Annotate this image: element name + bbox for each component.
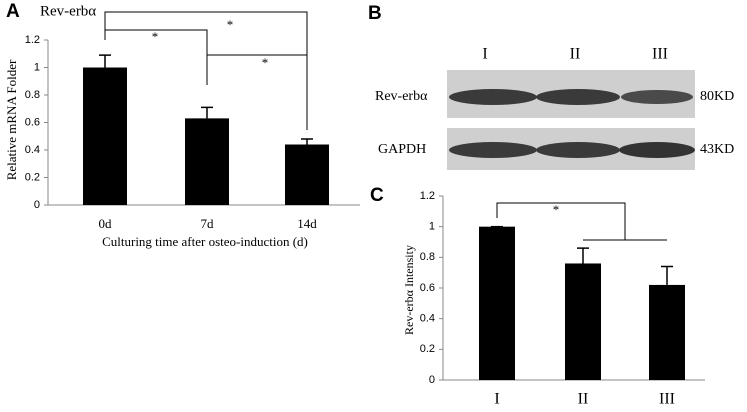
error-bar	[201, 106, 213, 119]
y-tick-label: 0.8	[25, 89, 40, 101]
y-tick-label: 0.6	[420, 282, 435, 294]
significance-label: *	[262, 55, 269, 70]
significance-label: *	[553, 202, 560, 217]
band	[449, 89, 537, 105]
row-label: Rev-erbα	[375, 89, 428, 104]
lane-label: II	[570, 46, 581, 63]
chart-title: Rev-erbα	[40, 3, 96, 19]
error-bar	[99, 54, 111, 68]
band	[621, 90, 693, 104]
size-label: 43KD	[700, 142, 734, 157]
error-bar	[301, 138, 313, 145]
y-tick-label: 1.2	[420, 190, 435, 202]
y-tick-label: 0	[34, 199, 40, 211]
panel-label: C	[370, 185, 384, 206]
panel-label: A	[6, 1, 20, 22]
bar	[83, 67, 127, 205]
x-tick-label: 0d	[99, 216, 113, 231]
x-tick-label: 14d	[297, 216, 317, 231]
y-tick-label: 0.6	[25, 116, 40, 128]
error-bar	[661, 265, 673, 285]
y-tick-label: 0.2	[420, 343, 435, 355]
x-tick-label: I	[494, 391, 499, 408]
x-tick-label: II	[578, 391, 589, 408]
bar	[479, 226, 515, 380]
y-tick-label: 1	[34, 61, 40, 73]
y-tick-label: 0.4	[420, 313, 435, 325]
y-axis-label: Rev-erbα Intensity	[402, 245, 416, 335]
lane-label: I	[482, 46, 487, 63]
y-tick-label: 1.2	[25, 34, 40, 46]
y-tick-label: 0.4	[25, 144, 40, 156]
x-tick-label: 7d	[201, 216, 215, 231]
significance-bracket	[496, 202, 667, 241]
y-tick-label: 0.2	[25, 171, 40, 183]
size-label: 80KD	[700, 89, 734, 104]
x-axis-label: Culturing time after osteo-induction (d)	[102, 234, 308, 249]
y-tick-label: 1	[429, 221, 435, 233]
bar	[565, 263, 601, 380]
significance-label: *	[227, 17, 234, 32]
bar	[185, 118, 229, 205]
lane-label: III	[652, 46, 668, 63]
significance-bracket	[206, 54, 308, 103]
band	[536, 142, 620, 158]
row-label: GAPDH	[378, 142, 426, 157]
band	[536, 89, 620, 105]
y-tick-label: 0.8	[420, 251, 435, 263]
y-axis-label: Relative mRNA Folder	[4, 59, 19, 180]
bar	[285, 144, 329, 205]
panel-label: B	[368, 3, 382, 24]
band	[449, 142, 537, 158]
bar	[649, 284, 685, 380]
error-bar	[577, 247, 589, 264]
significance-label: *	[152, 29, 159, 44]
y-tick-label: 0	[429, 374, 435, 386]
band	[619, 142, 695, 158]
x-tick-label: III	[659, 391, 675, 408]
